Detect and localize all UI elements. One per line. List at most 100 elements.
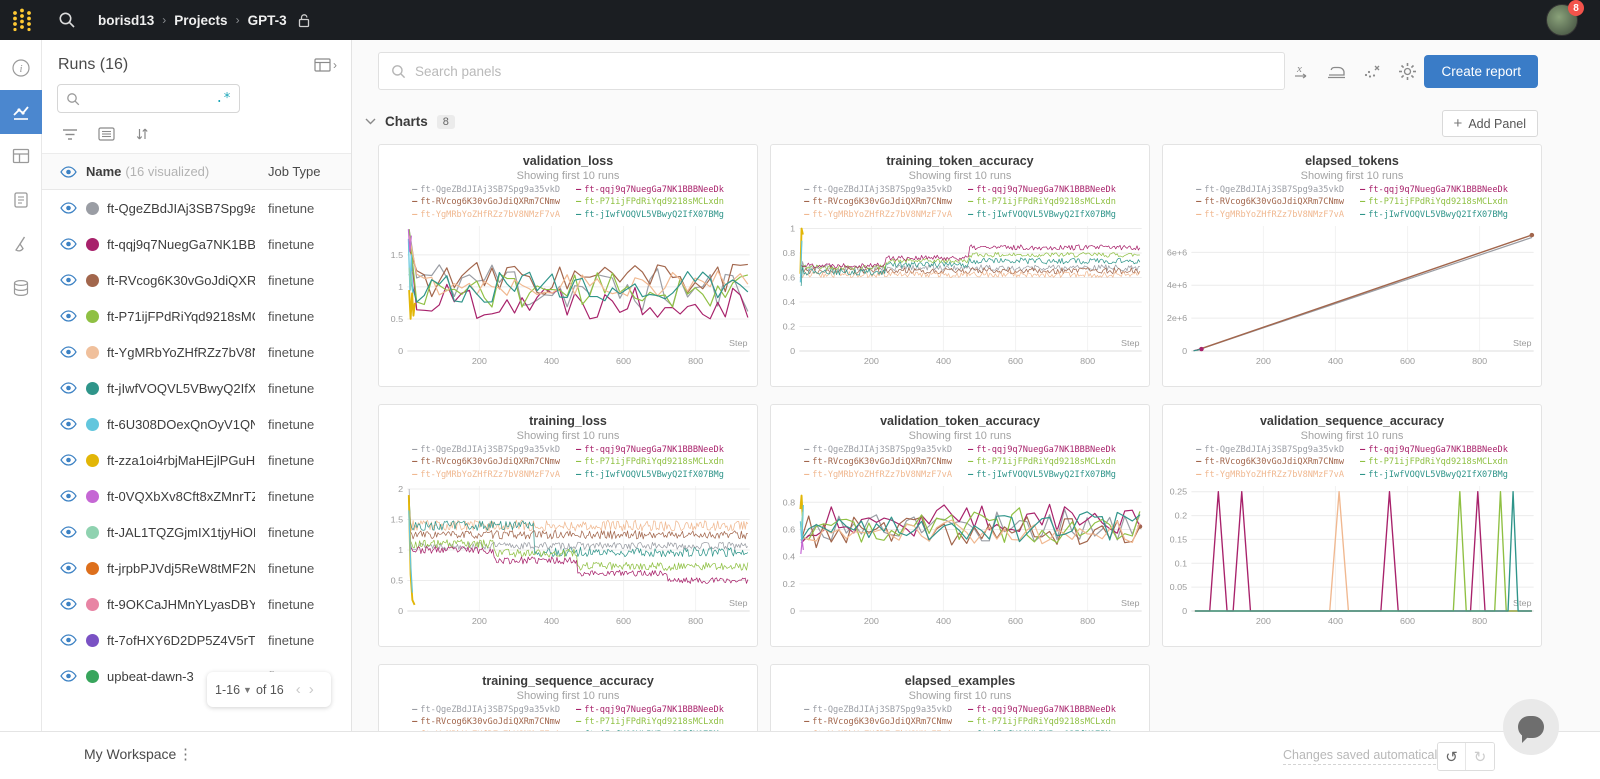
legend-entry[interactable]: —ft-YgMRbYoZHfRZz7bV8NMzF7vA xyxy=(1196,209,1344,221)
run-name[interactable]: ft-0VQXbXv8Cft8xZMnrTZ xyxy=(107,488,255,504)
toggle-all-visibility-button[interactable] xyxy=(60,165,77,178)
legend-entry[interactable]: — ft-qqj9q7NuegGa7NK1BBBNeeDk xyxy=(968,704,1116,716)
chart-panel[interactable]: elapsed_tokens Showing first 10 runs — ft… xyxy=(1162,144,1542,387)
run-row[interactable]: ft-zza1oi4rbjMaHEjlPGuH finetune xyxy=(42,442,351,478)
workspace-menu-button[interactable]: ⋮ xyxy=(178,746,193,763)
legend-entry[interactable]: — ft-QgeZBdJIAj3SB7Spg9a35vkD xyxy=(804,704,952,716)
legend-entry[interactable]: —ft-YgMRbYoZHfRZz7bV8NMzF7vA xyxy=(804,469,952,481)
toggle-run-visibility-button[interactable] xyxy=(60,490,77,502)
settings-button[interactable] xyxy=(1398,62,1417,81)
legend-entry[interactable]: — ft-RVcog6K30vGoJdiQXRm7CNmw xyxy=(804,456,952,468)
legend-entry[interactable]: — ft-QgeZBdJIAj3SB7Spg9a35vkD xyxy=(804,184,952,196)
run-name[interactable]: ft-7ofHXY6D2DP5Z4V5rTv xyxy=(107,632,255,648)
legend-entry[interactable]: —ft-YgMRbYoZHfRZz7bV8NMzF7vA xyxy=(1196,469,1344,481)
expand-runs-table-button[interactable]: › xyxy=(314,58,337,72)
legend-entry[interactable]: — ft-qqj9q7NuegGa7NK1BBBNeeDk xyxy=(1360,184,1508,196)
panels-search-box[interactable] xyxy=(378,52,1285,90)
toggle-run-visibility-button[interactable] xyxy=(60,202,77,214)
run-name[interactable]: ft-6U308DOexQnOyV1QN xyxy=(107,416,255,432)
run-row[interactable]: ft-P71ijFPdRiYqd9218sMCLxdn finetune xyxy=(42,298,351,334)
run-row[interactable]: ft-JAL1TQZGjmIX1tjyHiOI finetune xyxy=(42,514,351,550)
rail-item-overview[interactable]: i xyxy=(0,46,42,90)
column-header-name[interactable]: Name xyxy=(86,164,122,179)
regex-toggle[interactable]: .* xyxy=(215,91,231,106)
legend-entry[interactable]: — ft-RVcog6K30vGoJdiQXRm7CNmw xyxy=(412,456,560,468)
run-row[interactable]: ft-qqj9q7NuegGa7NK1BBBNeeDk finetune xyxy=(42,226,351,262)
run-row[interactable]: ft-jIwfVOQVL5VBwyQ2IfX07BMg finetune xyxy=(42,370,351,406)
run-row[interactable]: ft-9OKCaJHMnYLyasDBYF finetune xyxy=(42,586,351,622)
run-name[interactable]: ft-9OKCaJHMnYLyasDBYF xyxy=(107,596,255,612)
run-row[interactable]: ft-jrpbPJVdj5ReW8tMF2N finetune xyxy=(42,550,351,586)
legend-entry[interactable]: — ft-RVcog6K30vGoJdiQXRm7CNmw xyxy=(1196,196,1344,208)
toggle-run-visibility-button[interactable] xyxy=(60,310,77,322)
chart-panel[interactable]: elapsed_examples Showing first 10 runs —… xyxy=(770,664,1150,731)
rail-item-sweeps[interactable] xyxy=(0,222,42,266)
legend-entry[interactable]: —ft-YgMRbYoZHfRZz7bV8NMzF7vA xyxy=(412,469,560,481)
x-axis-settings-button[interactable]: x xyxy=(1292,63,1310,80)
run-name[interactable]: ft-P71ijFPdRiYqd9218sMCLxdn xyxy=(107,308,255,324)
legend-entry[interactable]: —ft-jIwfVOQVL5VBwyQ2IfX07BMg xyxy=(576,469,724,481)
legend-entry[interactable]: — ft-RVcog6K30vGoJdiQXRm7CNmw xyxy=(1196,456,1344,468)
toggle-run-visibility-button[interactable] xyxy=(60,634,77,646)
outliers-button[interactable] xyxy=(1363,63,1381,79)
legend-entry[interactable]: — ft-P71ijFPdRiYqd9218sMCLxdn xyxy=(968,716,1116,728)
filter-runs-button[interactable] xyxy=(62,127,78,141)
legend-entry[interactable]: —ft-jIwfVOQVL5VBwyQ2IfX07BMg xyxy=(576,209,724,221)
run-row[interactable]: ft-7ofHXY6D2DP5Z4V5rTv finetune xyxy=(42,622,351,658)
legend-entry[interactable]: —ft-YgMRbYoZHfRZz7bV8NMzF7vA xyxy=(804,729,952,731)
chart-panel[interactable]: training_sequence_accuracy Showing first… xyxy=(378,664,758,731)
run-row[interactable]: ft-0VQXbXv8Cft8xZMnrTZ finetune xyxy=(42,478,351,514)
legend-entry[interactable]: — ft-P71ijFPdRiYqd9218sMCLxdn xyxy=(968,196,1116,208)
legend-entry[interactable]: — ft-QgeZBdJIAj3SB7Spg9a35vkD xyxy=(1196,184,1344,196)
notification-badge[interactable]: 8 xyxy=(1568,0,1584,16)
legend-entry[interactable]: — ft-QgeZBdJIAj3SB7Spg9a35vkD xyxy=(804,444,952,456)
legend-entry[interactable]: — ft-QgeZBdJIAj3SB7Spg9a35vkD xyxy=(412,184,560,196)
chart-panel[interactable]: validation_loss Showing first 10 runs — f… xyxy=(378,144,758,387)
legend-entry[interactable]: — ft-qqj9q7NuegGa7NK1BBBNeeDk xyxy=(576,704,724,716)
sort-runs-button[interactable] xyxy=(135,127,149,141)
legend-entry[interactable]: — ft-QgeZBdJIAj3SB7Spg9a35vkD xyxy=(412,704,560,716)
rail-item-artifacts[interactable] xyxy=(0,266,42,310)
undo-button[interactable]: ↺ xyxy=(1438,743,1466,770)
run-name[interactable]: ft-JAL1TQZGjmIX1tjyHiOI xyxy=(107,524,255,540)
legend-entry[interactable]: —ft-YgMRbYoZHfRZz7bV8NMzF7vA xyxy=(412,209,560,221)
legend-entry[interactable]: — ft-P71ijFPdRiYqd9218sMCLxdn xyxy=(968,456,1116,468)
legend-entry[interactable]: — ft-QgeZBdJIAj3SB7Spg9a35vkD xyxy=(412,444,560,456)
legend-entry[interactable]: — ft-RVcog6K30vGoJdiQXRm7CNmw xyxy=(804,716,952,728)
create-report-button[interactable]: Create report xyxy=(1424,55,1538,88)
legend-entry[interactable]: —ft-jIwfVOQVL5VBwyQ2IfX07BMg xyxy=(968,469,1116,481)
rail-item-tables[interactable] xyxy=(0,134,42,178)
legend-entry[interactable]: — ft-P71ijFPdRiYqd9218sMCLxdn xyxy=(576,716,724,728)
user-avatar[interactable]: 8 xyxy=(1546,0,1584,36)
wandb-logo[interactable] xyxy=(0,0,44,40)
run-name[interactable]: ft-zza1oi4rbjMaHEjlPGuH xyxy=(107,452,255,468)
toggle-run-visibility-button[interactable] xyxy=(60,454,77,466)
rail-item-workspace-charts[interactable] xyxy=(0,90,42,134)
run-name[interactable]: ft-YgMRbYoZHfRZz7bV8NMzF7vA xyxy=(107,344,255,360)
pagination-range[interactable]: 1-16 xyxy=(215,682,241,697)
legend-entry[interactable]: — ft-P71ijFPdRiYqd9218sMCLxdn xyxy=(576,456,724,468)
run-row[interactable]: ft-QgeZBdJIAj3SB7Spg9a35vkD finetune xyxy=(42,190,351,226)
run-row[interactable]: ft-RVcog6K30vGoJdiQXRm7CNmw finetune xyxy=(42,262,351,298)
legend-entry[interactable]: — ft-RVcog6K30vGoJdiQXRm7CNmw xyxy=(412,196,560,208)
run-name[interactable]: ft-jIwfVOQVL5VBwyQ2IfX07BMg xyxy=(107,380,255,396)
toggle-run-visibility-button[interactable] xyxy=(60,346,77,358)
run-row[interactable]: ft-YgMRbYoZHfRZz7bV8NMzF7vA finetune xyxy=(42,334,351,370)
legend-entry[interactable]: — ft-RVcog6K30vGoJdiQXRm7CNmw xyxy=(412,716,560,728)
run-name[interactable]: upbeat-dawn-3 xyxy=(107,668,194,684)
runs-search-input[interactable] xyxy=(80,91,216,106)
breadcrumb-project-name[interactable]: GPT-3 xyxy=(247,12,287,28)
group-runs-button[interactable] xyxy=(98,127,115,141)
smoothing-button[interactable] xyxy=(1327,63,1346,79)
support-chat-button[interactable] xyxy=(1503,699,1559,755)
legend-entry[interactable]: —ft-jIwfVOQVL5VBwyQ2IfX07BMg xyxy=(968,729,1116,731)
run-name[interactable]: ft-QgeZBdJIAj3SB7Spg9a35vkD xyxy=(107,200,255,216)
toggle-run-visibility-button[interactable] xyxy=(60,562,77,574)
legend-entry[interactable]: —ft-jIwfVOQVL5VBwyQ2IfX07BMg xyxy=(576,729,724,731)
toggle-run-visibility-button[interactable] xyxy=(60,670,77,682)
toggle-run-visibility-button[interactable] xyxy=(60,238,77,250)
legend-entry[interactable]: — ft-qqj9q7NuegGa7NK1BBBNeeDk xyxy=(968,444,1116,456)
toggle-run-visibility-button[interactable] xyxy=(60,418,77,430)
column-header-job-type[interactable]: Job Type xyxy=(268,164,321,179)
panels-search-input[interactable] xyxy=(415,63,1272,79)
